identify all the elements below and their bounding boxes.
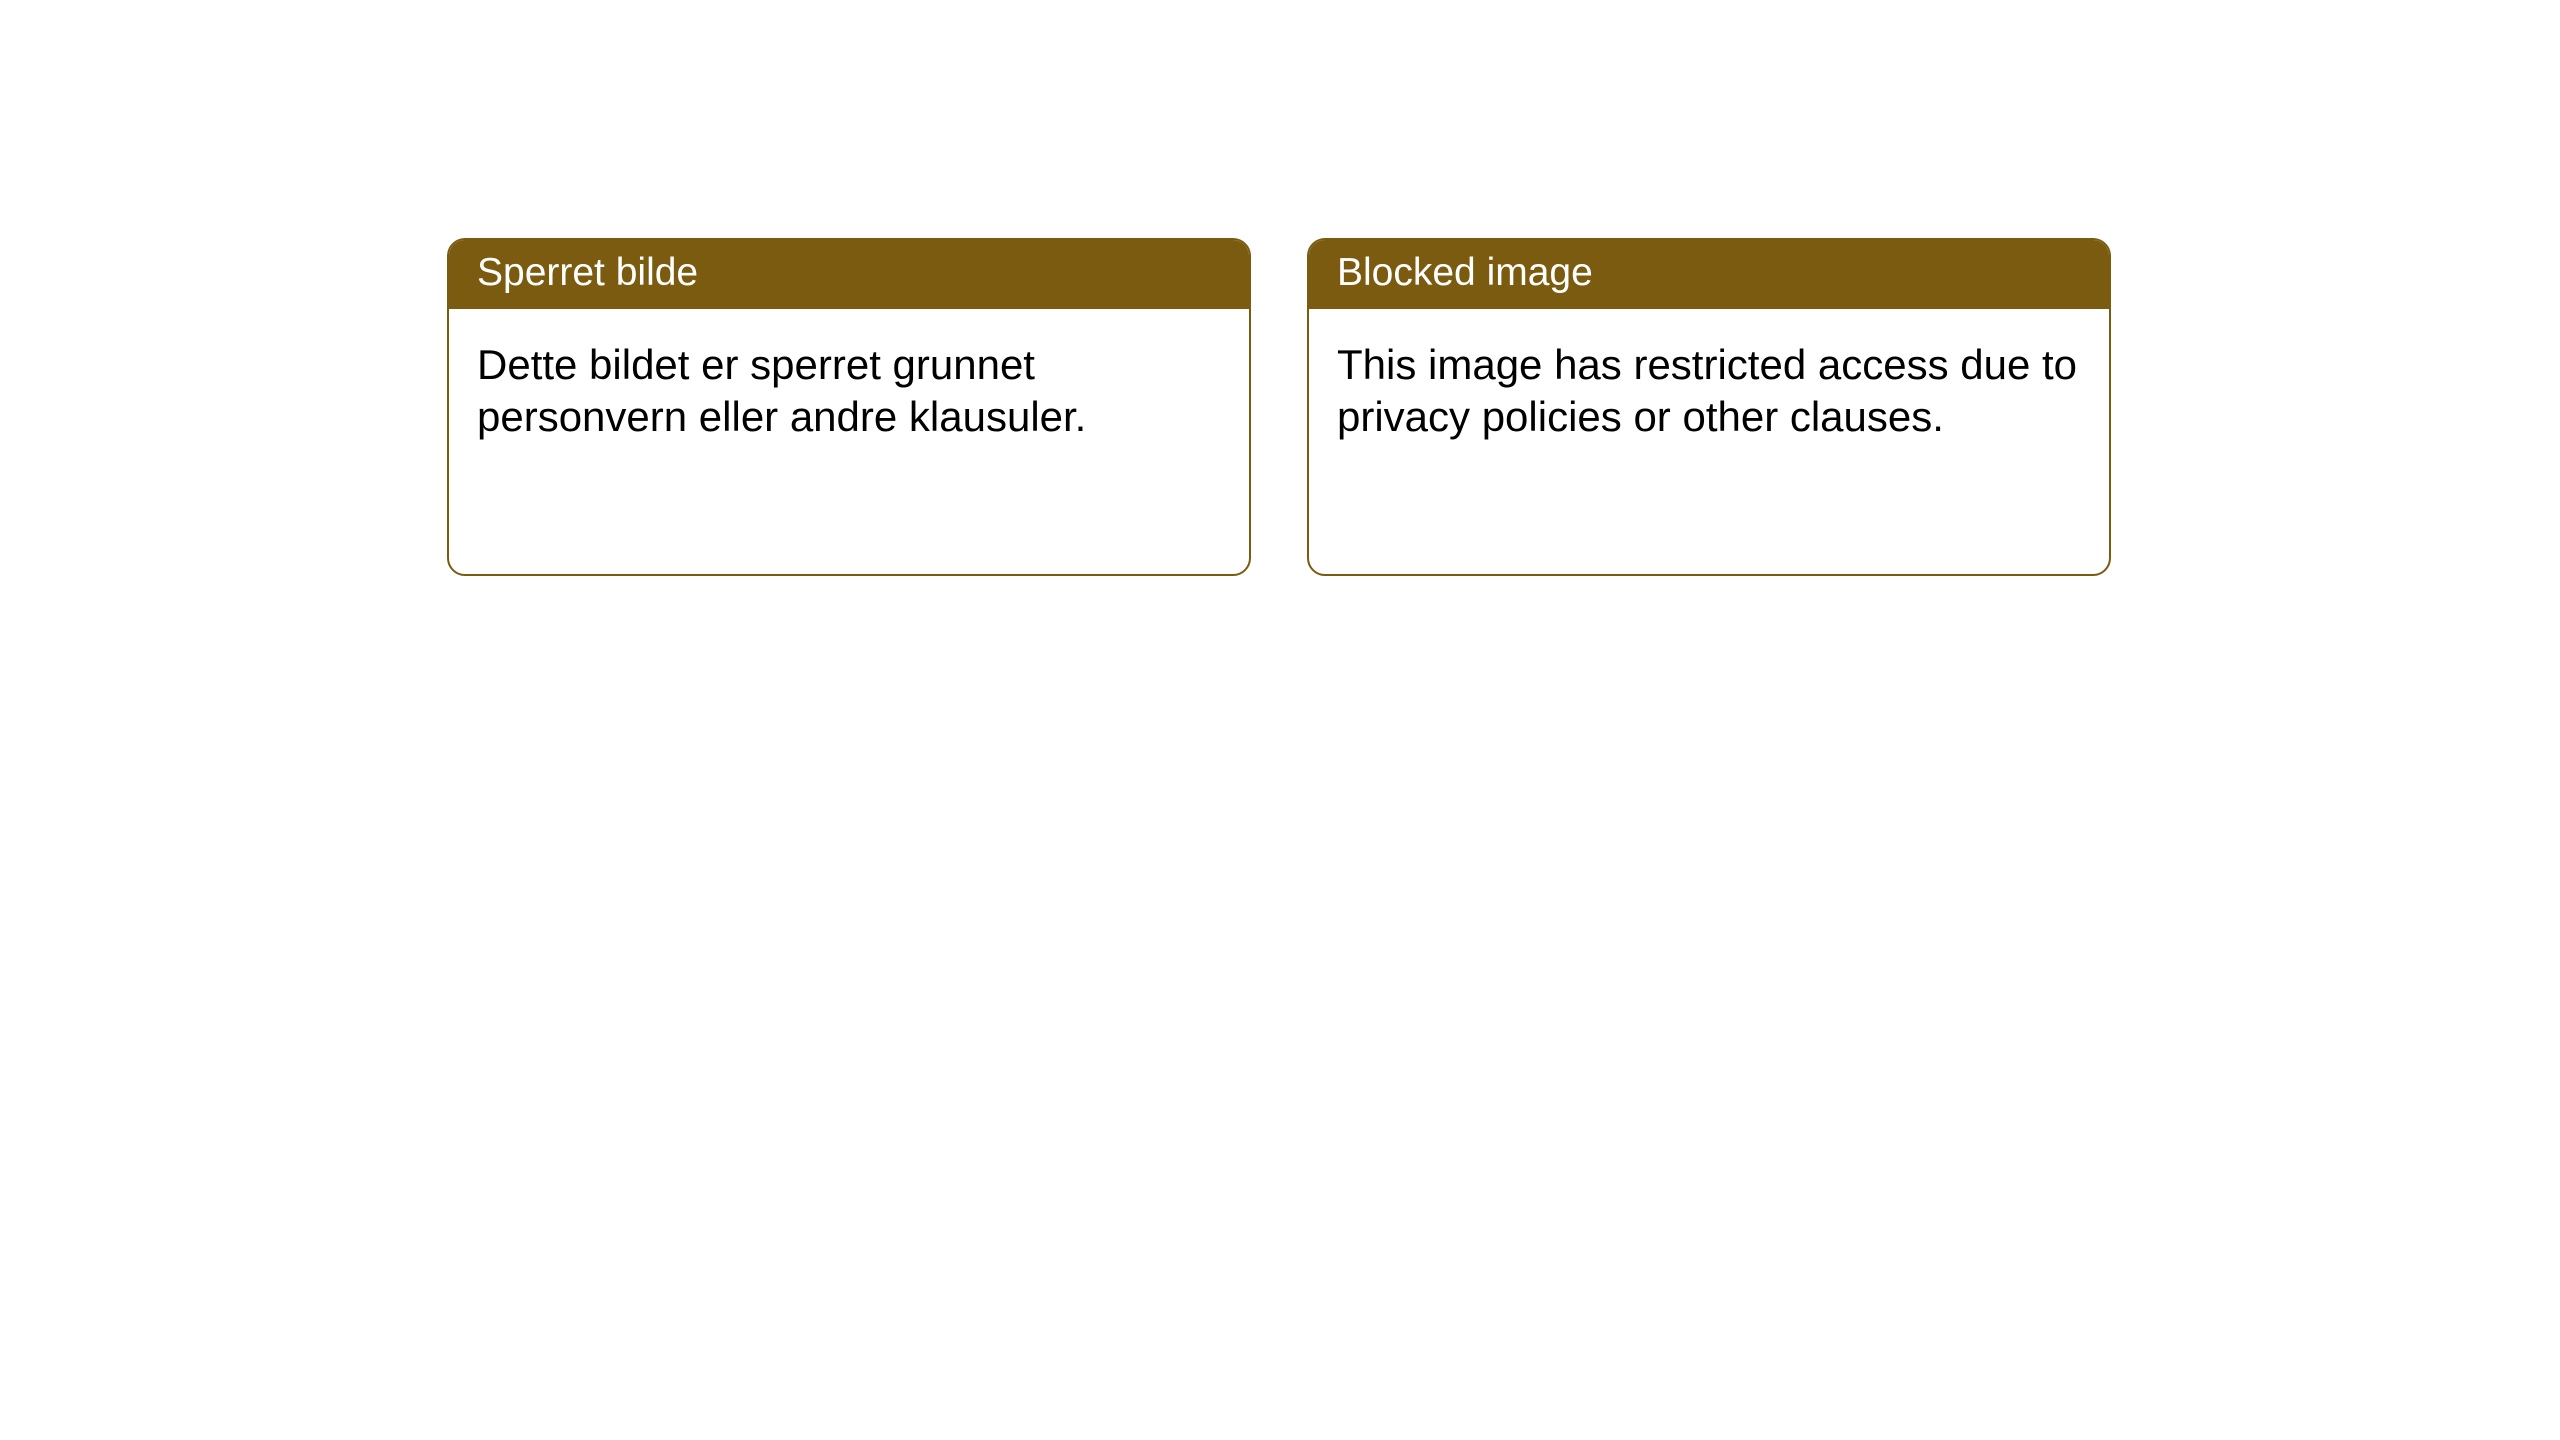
card-header: Blocked image	[1309, 240, 2109, 309]
card-body: Dette bildet er sperret grunnet personve…	[449, 309, 1249, 574]
card-body: This image has restricted access due to …	[1309, 309, 2109, 574]
cards-container: Sperret bilde Dette bildet er sperret gr…	[447, 238, 2111, 576]
blocked-image-card-no: Sperret bilde Dette bildet er sperret gr…	[447, 238, 1251, 576]
blocked-image-card-en: Blocked image This image has restricted …	[1307, 238, 2111, 576]
card-header: Sperret bilde	[449, 240, 1249, 309]
